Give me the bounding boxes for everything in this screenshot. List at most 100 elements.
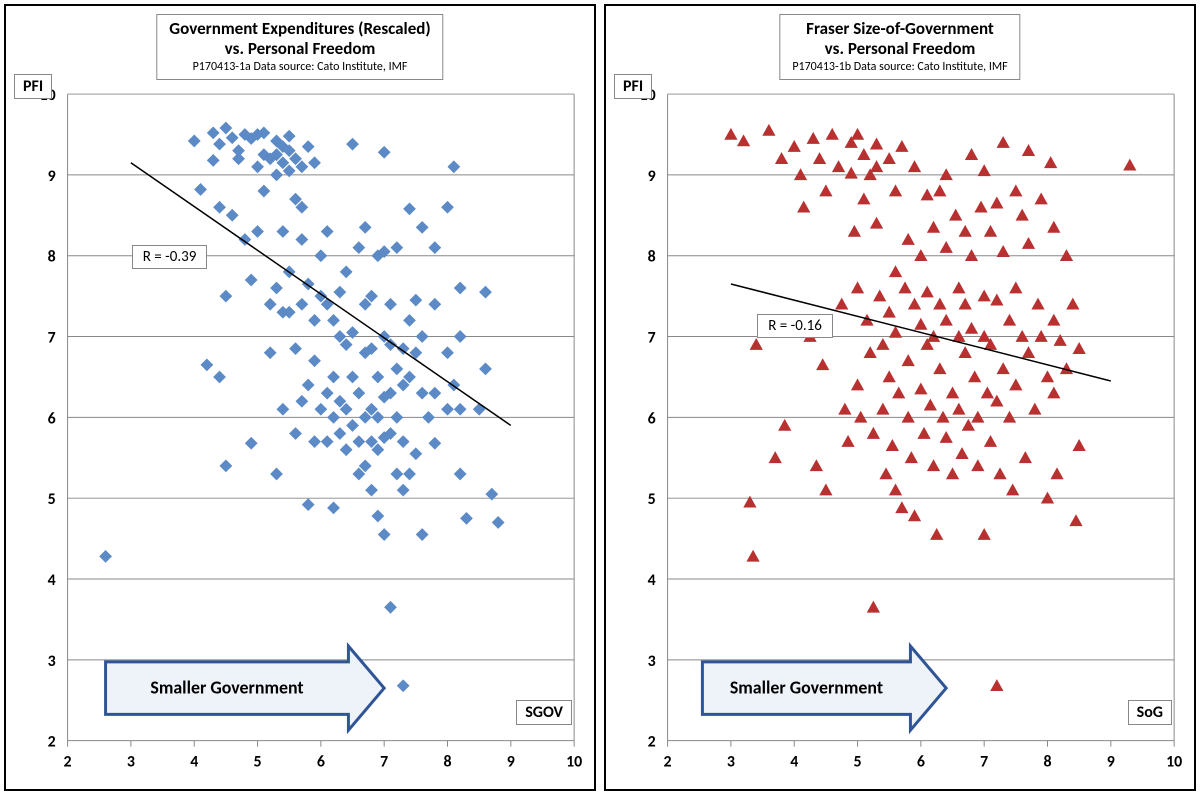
data-point: [371, 510, 384, 523]
data-point: [302, 140, 315, 153]
data-point: [924, 399, 937, 411]
data-point: [99, 550, 112, 563]
data-point: [788, 140, 801, 152]
data-point: [295, 233, 308, 246]
data-point: [927, 459, 940, 471]
data-point: [346, 371, 359, 384]
data-point: [965, 148, 978, 160]
data-point: [810, 459, 823, 471]
left-xlabel: SGOV: [516, 700, 572, 725]
data-point: [971, 411, 984, 423]
data-point: [416, 221, 429, 234]
data-point: [984, 435, 997, 447]
data-point: [454, 282, 467, 295]
data-point: [867, 601, 880, 613]
data-point: [886, 439, 899, 451]
data-point: [409, 294, 422, 307]
data-point: [257, 185, 270, 198]
data-point: [314, 403, 327, 416]
data-point: [194, 183, 207, 196]
data-point: [308, 435, 321, 448]
data-point: [889, 265, 902, 277]
right-title-sub: P170413-1b Data source: Cato Institute, …: [792, 60, 1007, 76]
data-point: [1050, 467, 1063, 479]
right-chart-svg: 23456789102345678910Smaller Government: [606, 6, 1194, 789]
data-point: [213, 138, 226, 151]
data-point: [251, 225, 264, 238]
svg-text:10: 10: [566, 752, 582, 771]
data-point: [984, 225, 997, 237]
data-point: [270, 282, 283, 295]
data-point: [848, 225, 861, 237]
data-point: [807, 132, 820, 144]
data-point: [308, 156, 321, 169]
data-point: [454, 330, 467, 343]
data-point: [826, 128, 839, 140]
data-point: [854, 411, 867, 423]
left-panel: Government Expenditures (Rescaled) vs. P…: [4, 4, 596, 791]
data-point: [1028, 403, 1041, 415]
data-point: [946, 386, 959, 398]
data-point: [352, 435, 365, 448]
svg-text:10: 10: [1166, 752, 1182, 771]
data-point: [403, 202, 416, 215]
data-point: [302, 379, 315, 392]
data-point: [219, 290, 232, 303]
data-point: [352, 387, 365, 400]
data-point: [902, 411, 915, 423]
data-point: [384, 298, 397, 311]
data-point: [908, 298, 921, 310]
data-point: [397, 679, 410, 692]
data-point: [314, 249, 327, 262]
data-point: [213, 371, 226, 384]
data-point: [864, 346, 877, 358]
data-point: [1054, 334, 1067, 346]
svg-text:3: 3: [48, 652, 56, 671]
data-point: [1073, 342, 1086, 354]
data-point: [870, 160, 883, 172]
data-point: [750, 338, 763, 350]
data-point: [936, 411, 949, 423]
data-point: [340, 265, 353, 278]
left-title-line2: vs. Personal Freedom: [169, 39, 430, 59]
data-point: [816, 358, 829, 370]
data-point: [873, 290, 886, 302]
data-point: [743, 496, 756, 508]
data-point: [397, 484, 410, 497]
data-point: [813, 152, 826, 164]
data-point: [921, 188, 934, 200]
data-point: [447, 160, 460, 173]
data-point: [245, 274, 258, 287]
data-point: [428, 241, 441, 254]
data-point: [990, 197, 1003, 209]
data-point: [902, 233, 915, 245]
data-point: [308, 314, 321, 327]
data-point: [384, 601, 397, 614]
data-point: [1019, 451, 1032, 463]
data-point: [352, 241, 365, 254]
svg-text:2: 2: [664, 752, 672, 771]
data-point: [940, 241, 953, 253]
data-point: [321, 435, 334, 448]
data-point: [769, 451, 782, 463]
svg-text:4: 4: [790, 752, 798, 771]
data-point: [270, 169, 283, 182]
data-point: [371, 371, 384, 384]
svg-text:2: 2: [64, 752, 72, 771]
svg-text:6: 6: [48, 409, 56, 428]
data-point: [1035, 193, 1048, 205]
data-point: [1044, 156, 1057, 168]
left-title-sub: P170413-1a Data source: Cato Institute, …: [169, 60, 430, 76]
data-point: [479, 286, 492, 299]
data-point: [895, 501, 908, 513]
data-point: [762, 124, 775, 136]
data-point: [978, 528, 991, 540]
data-point: [207, 154, 220, 167]
data-point: [927, 221, 940, 233]
data-point: [1009, 281, 1022, 293]
data-point: [949, 209, 962, 221]
data-point: [428, 437, 441, 450]
data-point: [1060, 249, 1073, 261]
data-point: [876, 403, 889, 415]
data-point: [327, 371, 340, 384]
